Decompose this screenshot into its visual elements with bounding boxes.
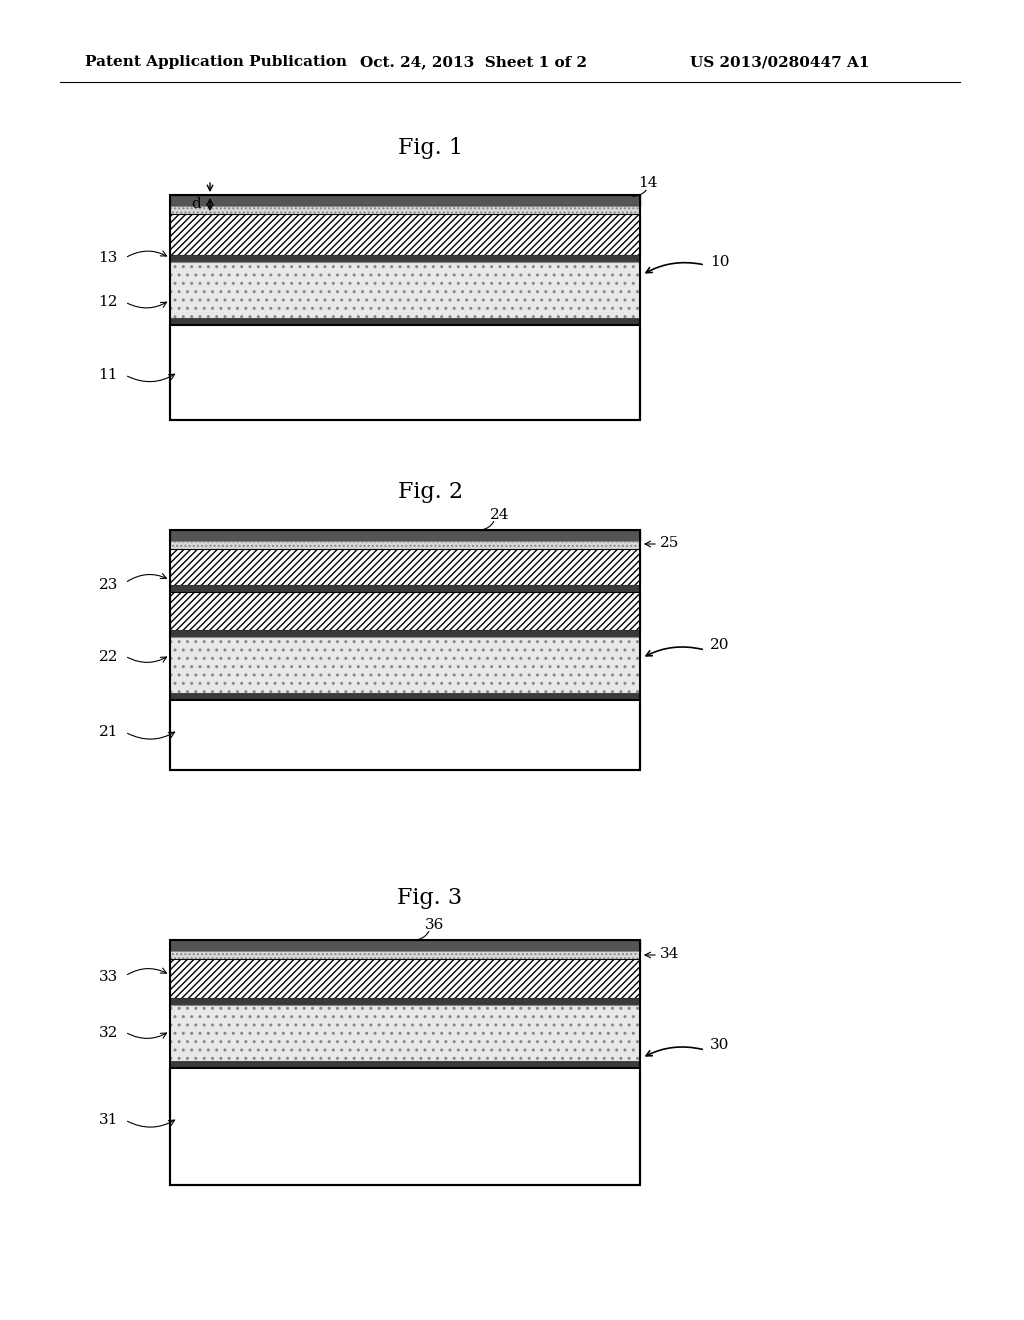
Text: Fig. 1: Fig. 1: [397, 137, 463, 158]
Bar: [170, 630, 640, 638]
Text: 32: 32: [98, 1026, 118, 1040]
Text: 22: 22: [98, 649, 118, 664]
Text: 25: 25: [660, 536, 679, 550]
Text: 30: 30: [710, 1038, 729, 1052]
Bar: [170, 700, 640, 770]
Bar: [170, 960, 640, 998]
Bar: [170, 531, 640, 541]
Text: 33: 33: [98, 970, 118, 983]
Bar: [170, 318, 640, 325]
Text: Oct. 24, 2013  Sheet 1 of 2: Oct. 24, 2013 Sheet 1 of 2: [360, 55, 587, 69]
Bar: [170, 1061, 640, 1068]
Bar: [170, 206, 640, 214]
Bar: [170, 195, 640, 420]
Text: Fig. 3: Fig. 3: [397, 887, 463, 909]
Text: Patent Application Publication: Patent Application Publication: [85, 55, 347, 69]
Bar: [170, 325, 640, 420]
Bar: [170, 585, 640, 591]
Bar: [170, 638, 640, 693]
Text: 12: 12: [98, 294, 118, 309]
Bar: [170, 531, 640, 770]
Text: d: d: [191, 198, 201, 211]
Text: 21: 21: [98, 725, 118, 739]
Bar: [170, 940, 640, 1185]
Bar: [170, 1005, 640, 1061]
Bar: [170, 591, 640, 630]
Text: 34: 34: [660, 946, 679, 961]
Text: 23: 23: [98, 578, 118, 591]
Text: 14: 14: [638, 176, 657, 190]
Text: 20: 20: [710, 638, 729, 652]
Bar: [170, 195, 640, 206]
Bar: [170, 549, 640, 585]
Bar: [170, 261, 640, 318]
Text: 36: 36: [425, 917, 444, 932]
Bar: [170, 693, 640, 700]
Text: 24: 24: [490, 508, 510, 521]
Bar: [170, 214, 640, 255]
Bar: [170, 255, 640, 261]
Text: 11: 11: [98, 368, 118, 381]
Text: 10: 10: [710, 255, 729, 269]
Text: 13: 13: [98, 251, 118, 265]
Bar: [170, 950, 640, 960]
Text: US 2013/0280447 A1: US 2013/0280447 A1: [690, 55, 869, 69]
Text: Fig. 2: Fig. 2: [397, 480, 463, 503]
Bar: [170, 998, 640, 1005]
Bar: [170, 541, 640, 549]
Text: 31: 31: [98, 1113, 118, 1127]
Bar: [170, 940, 640, 950]
Bar: [170, 1068, 640, 1185]
